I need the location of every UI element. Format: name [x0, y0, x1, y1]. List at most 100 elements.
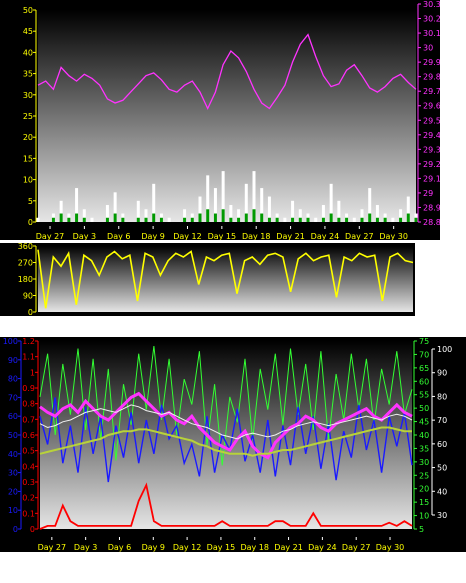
white-bar — [291, 200, 295, 222]
green-bar — [414, 217, 418, 222]
green-bar — [82, 217, 86, 222]
green-bar — [252, 209, 256, 222]
bot-left-inner-tick-label: 1.1 — [22, 353, 35, 362]
white-bar — [375, 205, 379, 222]
bot-right-outer-tick-label: 30 — [437, 511, 447, 520]
x-tick-label: Day 3 — [73, 232, 96, 240]
x-tick-label: Day 15 — [207, 543, 236, 552]
green-bar — [152, 213, 156, 222]
white-bar — [406, 196, 410, 222]
bot-right-outer-tick-label: 50 — [437, 464, 447, 473]
bot-left-inner-tick-label: 0.5 — [22, 447, 35, 456]
x-tick-label: Day 27 — [345, 232, 374, 240]
white-bar — [283, 217, 287, 222]
white-bar — [136, 200, 140, 222]
bot-left-outer-tick-label: 100 — [3, 337, 18, 346]
top-right-tick-label: 29.3 — [423, 145, 440, 154]
white-bar — [206, 175, 210, 222]
green-bar — [260, 213, 264, 222]
yellow-series-line — [37, 249, 414, 309]
green-bar — [144, 217, 148, 222]
green-bar — [267, 217, 271, 222]
blue-series-line — [39, 397, 413, 483]
green-bar — [321, 217, 325, 222]
white-bar — [59, 200, 63, 222]
white-bar — [36, 217, 40, 222]
x-tick-label: Day 9 — [142, 543, 165, 552]
mid-left-tick-label: 360 — [18, 243, 33, 251]
white-bar — [252, 171, 256, 222]
top-right-tick-label: 30.1 — [423, 29, 440, 38]
top-left-tick-label: 40 — [23, 48, 33, 57]
top-right-tick-label: 28.9 — [423, 203, 440, 212]
white-bar — [368, 188, 372, 222]
green-bar — [136, 217, 140, 222]
top-right-tick-label: 29.6 — [423, 102, 440, 111]
x-tick-label: Day 27 — [38, 543, 67, 552]
silver-series-line — [39, 404, 413, 440]
x-tick-label: Day 24 — [311, 232, 340, 240]
green-bar — [213, 213, 217, 222]
magenta-series-line — [37, 33, 417, 111]
x-tick-label: Day 30 — [379, 232, 408, 240]
top-left-tick-label: 20 — [23, 133, 33, 142]
bot-left-inner-tick-label: 0.8 — [22, 400, 35, 409]
bot-left-inner-tick-label: 0.4 — [22, 462, 35, 471]
bot-left-outer-tick-label: 60 — [8, 412, 18, 421]
bot-left-inner-tick-label: 0.9 — [22, 384, 35, 393]
green-bar — [383, 217, 387, 222]
white-bar — [221, 171, 225, 222]
green-bar — [406, 213, 410, 222]
bot-right-inner-tick-label: 15 — [419, 498, 429, 507]
bot-right-inner-tick-label: 50 — [419, 404, 429, 413]
top-right-tick-label: 29.4 — [423, 131, 440, 140]
white-bar — [144, 209, 148, 222]
bot-right-outer-tick-label: 60 — [437, 440, 447, 449]
top-left-tick-label: 25 — [23, 112, 33, 121]
bot-right-inner-tick-label: 35 — [419, 444, 429, 453]
green-bar — [345, 217, 349, 222]
top-right-tick-label: 29.1 — [423, 174, 440, 183]
middle-left-y-axis: 0 90 180 270 360 — [18, 243, 37, 316]
x-tick-label: Day 3 — [74, 543, 97, 552]
bot-right-inner-tick-label: 25 — [419, 471, 429, 480]
green-bar — [105, 217, 109, 222]
white-bar — [391, 217, 395, 222]
bottom-right-outer-y-axis: 30 40 50 60 70 80 90 100 — [431, 345, 452, 520]
top-right-tick-label: 29.2 — [423, 160, 440, 169]
magenta-series-line — [39, 391, 413, 460]
bot-right-inner-tick-label: 45 — [419, 418, 429, 427]
bottom-left-outer-y-axis: 0 10 20 30 40 50 60 70 80 90 100 — [3, 337, 22, 534]
mid-left-tick-label: 270 — [18, 259, 33, 268]
bot-right-inner-tick-label: 75 — [419, 337, 429, 346]
bot-right-inner-tick-label: 20 — [419, 485, 429, 494]
bot-right-outer-tick-label: 90 — [437, 369, 447, 378]
green-bar — [121, 217, 125, 222]
white-bar — [152, 183, 156, 222]
bot-left-inner-tick-label: 0.6 — [22, 431, 35, 440]
top-right-tick-label: 28.8 — [423, 218, 440, 227]
white-bar — [260, 188, 264, 222]
green-bar — [221, 209, 225, 222]
bot-left-inner-tick-label: 0.7 — [22, 415, 35, 424]
top-series-group — [36, 33, 418, 222]
bot-right-inner-tick-label: 65 — [419, 364, 429, 373]
bot-left-outer-tick-label: 20 — [8, 487, 18, 496]
bot-left-inner-tick-label: 0.3 — [22, 478, 35, 487]
x-tick-label: Day 18 — [240, 543, 269, 552]
bot-left-outer-tick-label: 10 — [8, 506, 18, 515]
bot-left-outer-tick-label: 90 — [8, 356, 18, 365]
bot-right-outer-tick-label: 40 — [437, 487, 447, 496]
white-bar — [337, 200, 341, 222]
top-right-tick-label: 29 — [423, 189, 433, 198]
white-bar — [237, 209, 241, 222]
x-tick-label: Day 30 — [376, 543, 405, 552]
bot-left-inner-tick-label: 1 — [30, 368, 35, 377]
x-tick-label: Day 24 — [308, 543, 337, 552]
bot-left-outer-tick-label: 70 — [8, 393, 18, 402]
green-bar — [360, 217, 364, 222]
top-left-tick-label: 15 — [23, 154, 33, 163]
top-left-tick-label: 0 — [28, 218, 33, 227]
green-bar — [329, 213, 333, 222]
